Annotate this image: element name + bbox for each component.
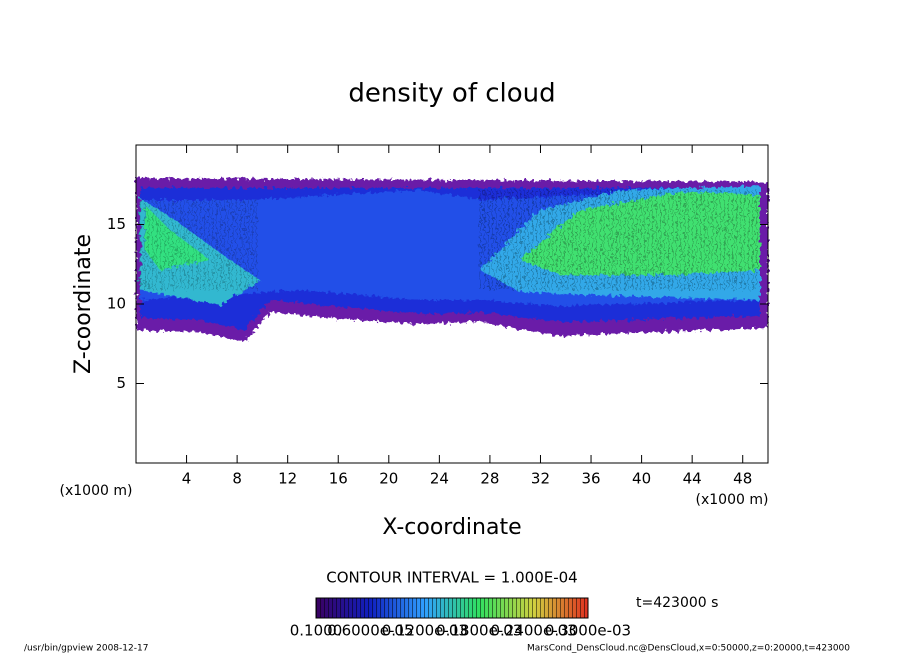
y-unit: (x1000 m) — [60, 483, 133, 499]
colorbar-label: 0.1000 — [290, 622, 343, 640]
colorbar-label: 0.1200e-03 — [382, 622, 468, 640]
x-tick-label: 20 — [379, 470, 398, 488]
x-tick-label: 12 — [278, 470, 297, 488]
axes: 4 8 12 16 20 24 28 32 36 40 44 48510150.10000.6000e… — [107, 145, 768, 640]
contour-field — [136, 178, 768, 342]
x-tick-label: 48 — [733, 470, 752, 488]
x-tick-label: 4 — [182, 470, 192, 488]
x-axis-label: X-coordinate — [382, 515, 521, 540]
footer-left: /usr/bin/gpview 2008-12-17 — [24, 644, 148, 654]
colorbar-label: 0.6000e-05 — [327, 622, 413, 640]
y-tick-label: 15 — [107, 215, 126, 233]
chart-title: density of cloud — [348, 79, 555, 109]
x-tick-label: 24 — [430, 470, 449, 488]
y-tick-label: 5 — [116, 374, 126, 392]
x-tick-label: 28 — [480, 470, 499, 488]
y-axis-label: Z-coordinate — [71, 234, 96, 374]
colorbar-hatch — [316, 598, 588, 618]
colorbar-label: 0.3000e-03 — [545, 622, 631, 640]
contour-interval: CONTOUR INTERVAL = 1.000E-04 — [326, 569, 577, 587]
y-tick-label: 10 — [107, 295, 126, 313]
x-tick-label: 36 — [581, 470, 600, 488]
x-unit: (x1000 m) — [696, 492, 769, 508]
footer-right: MarsCond_DensCloud.nc@DensCloud,x=0:5000… — [527, 644, 850, 654]
colorbar-label: 0.2400e-03 — [490, 622, 576, 640]
x-tick-label: 44 — [683, 470, 702, 488]
colorbar-label: 0.1800e-03 — [436, 622, 522, 640]
time-label: t=423000 s — [636, 595, 718, 611]
x-tick-label: 16 — [329, 470, 348, 488]
x-tick-label: 40 — [632, 470, 651, 488]
x-tick-label: 32 — [531, 470, 550, 488]
x-tick-label: 8 — [232, 470, 242, 488]
